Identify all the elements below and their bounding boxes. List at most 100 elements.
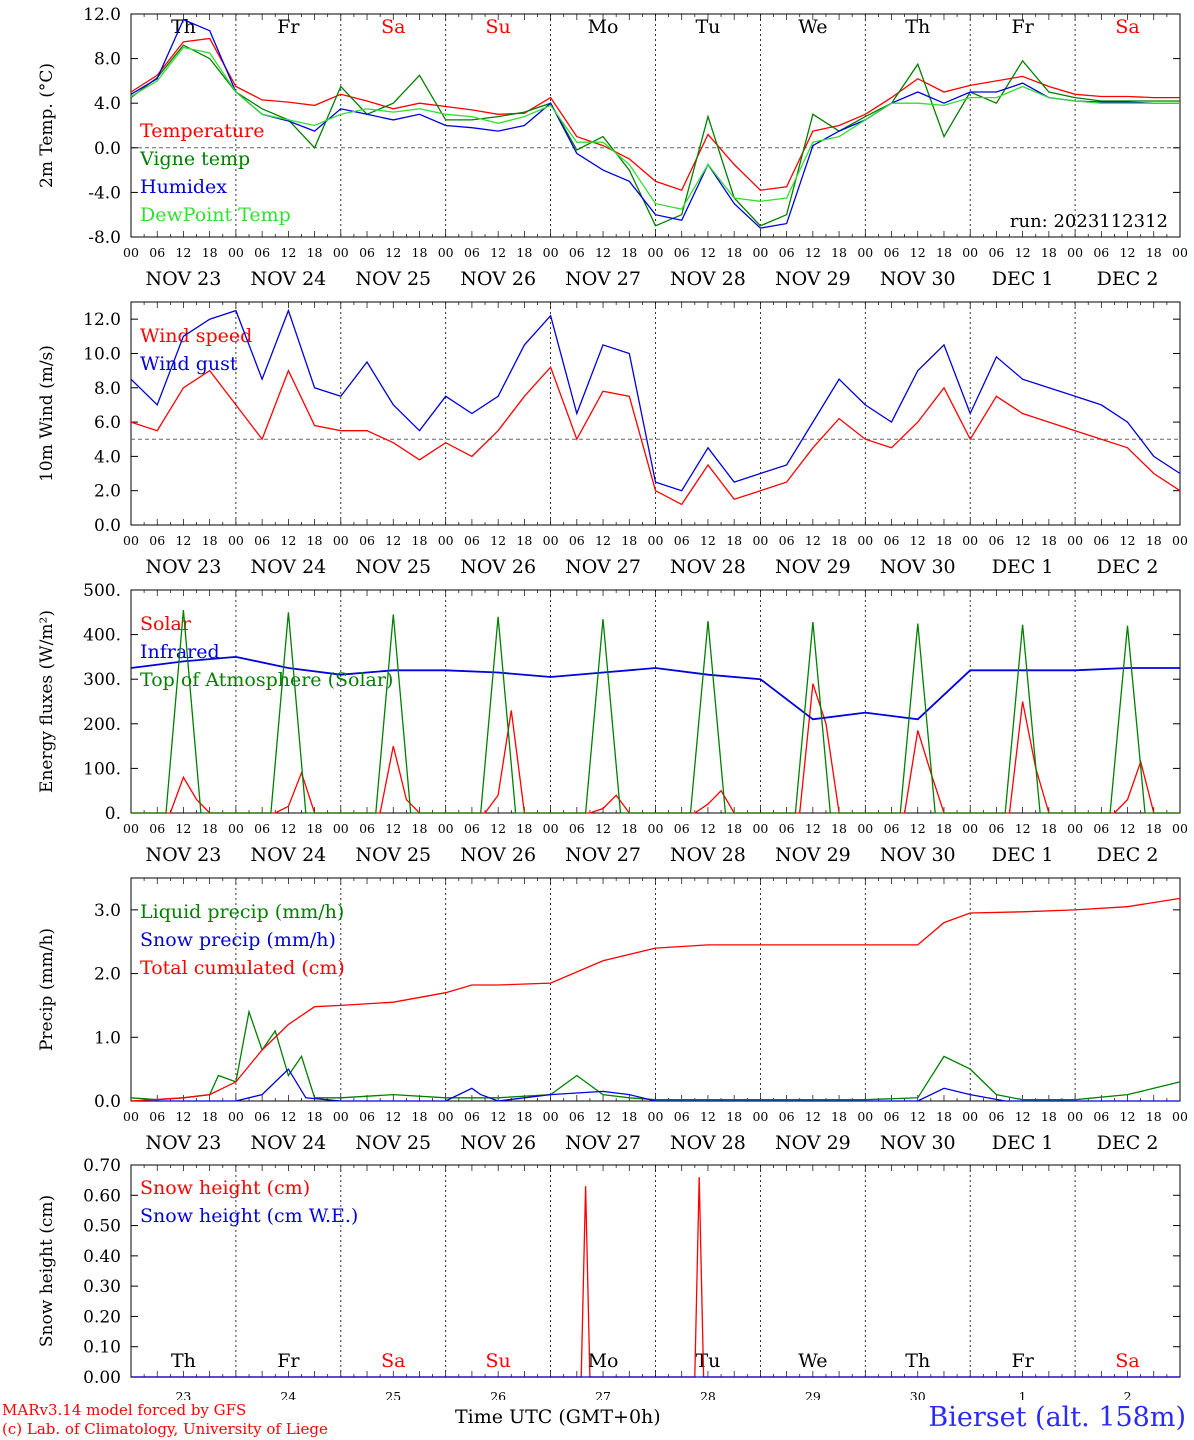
date-label: NOV 24: [250, 1132, 326, 1154]
hour-tick-label: 06: [988, 821, 1004, 836]
y-tick-label: 100.: [83, 759, 121, 779]
hour-tick-label: 12: [175, 533, 191, 548]
hour-tick-label: 18: [202, 245, 218, 260]
hour-tick-label: 12: [1120, 821, 1136, 836]
legend-entry: Wind gust: [140, 353, 238, 375]
y-tick-label: 500.: [83, 581, 121, 601]
date-label: NOV 27: [565, 268, 641, 290]
y-tick-label: 4.0: [94, 447, 121, 467]
series-3-1: [131, 1068, 1180, 1102]
hour-tick-label: 00: [333, 533, 349, 548]
date-label: NOV 30: [880, 844, 956, 866]
hour-tick-label: 00: [123, 245, 139, 260]
date-label: NOV 29: [775, 268, 851, 290]
date-label: NOV 25: [355, 844, 431, 866]
hour-tick-label: 12: [280, 821, 296, 836]
hour-tick-label: 00: [648, 1109, 664, 1124]
hour-tick-label: 00: [1067, 1109, 1083, 1124]
date-label: NOV 24: [250, 556, 326, 578]
hour-tick-label: 12: [1015, 821, 1031, 836]
y-tick-label: 0.00: [83, 1368, 121, 1388]
hour-tick-label: 06: [674, 821, 690, 836]
day-number-label: 29: [805, 1389, 821, 1400]
date-label: DEC 1: [992, 556, 1054, 578]
hour-tick-label: 00: [1067, 821, 1083, 836]
hour-tick-label: 06: [254, 245, 270, 260]
hour-tick-label: 12: [1015, 245, 1031, 260]
hour-tick-label: 12: [490, 1109, 506, 1124]
hour-tick-label: 18: [831, 245, 847, 260]
hour-tick-label: 00: [857, 533, 873, 548]
legend-entry: DewPoint Temp: [140, 204, 291, 226]
hour-tick-label: 06: [359, 533, 375, 548]
hour-tick-label: 12: [910, 821, 926, 836]
hour-tick-label: 06: [674, 245, 690, 260]
hour-tick-label: 12: [385, 1109, 401, 1124]
hour-tick-label: 12: [1120, 1109, 1136, 1124]
hour-tick-label: 18: [621, 1109, 637, 1124]
hour-tick-label: 06: [149, 245, 165, 260]
hour-tick-label: 06: [779, 821, 795, 836]
hour-tick-label: 12: [595, 533, 611, 548]
hour-tick-label: 18: [412, 821, 428, 836]
hour-tick-label: 18: [516, 245, 532, 260]
hour-tick-label: 06: [884, 821, 900, 836]
hour-tick-label: 06: [359, 1109, 375, 1124]
weekday-label: Su: [486, 16, 511, 38]
legend-entry: Liquid precip (mm/h): [140, 901, 344, 923]
y-tick-label: 12.0: [83, 310, 121, 330]
hour-tick-label: 12: [700, 1109, 716, 1124]
hour-tick-label: 12: [280, 245, 296, 260]
weekday-label: Fr: [1012, 1350, 1035, 1372]
hour-tick-label: 18: [202, 1109, 218, 1124]
hour-tick-label: 06: [779, 245, 795, 260]
hour-tick-label: 12: [490, 821, 506, 836]
hour-tick-label: 06: [254, 533, 270, 548]
hour-tick-label: 12: [805, 533, 821, 548]
legend-entry: Solar: [140, 613, 192, 635]
y-tick-label: 0.40: [83, 1247, 121, 1267]
hour-tick-label: 18: [1146, 1109, 1162, 1124]
weekday-label: Fr: [277, 16, 300, 38]
weekday-label: Sa: [381, 1350, 405, 1372]
y-axis-label: 10m Wind (m/s): [37, 345, 57, 482]
date-label: DEC 1: [992, 844, 1054, 866]
hour-tick-label: 00: [752, 1109, 768, 1124]
hour-tick-label: 06: [569, 821, 585, 836]
hour-tick-label: 18: [516, 821, 532, 836]
hour-tick-label: 12: [280, 533, 296, 548]
series-2-1: [130, 655, 1180, 721]
hour-tick-label: 06: [674, 533, 690, 548]
run-label: run: 2023112312: [1010, 211, 1168, 232]
weekday-label: Th: [171, 1350, 196, 1372]
hour-tick-label: 06: [359, 821, 375, 836]
weekday-label: Sa: [1115, 1350, 1139, 1372]
date-label: NOV 27: [565, 844, 641, 866]
hour-tick-label: 00: [543, 245, 559, 260]
hour-tick-label: 06: [674, 1109, 690, 1124]
meteogram: -8.0-4.00.04.08.012.02m Temp. (°C)Th Fr Sa…: [37, 5, 1188, 1400]
series-3-2: [130, 897, 1181, 1102]
hour-tick-label: 06: [464, 245, 480, 260]
hour-tick-label: 18: [936, 245, 952, 260]
hour-tick-label: 00: [543, 533, 559, 548]
day-number-label: 26: [490, 1389, 506, 1400]
date-label: NOV 24: [250, 268, 326, 290]
hour-tick-label: 18: [307, 1109, 323, 1124]
day-number-label: 25: [385, 1389, 401, 1400]
hour-tick-label: 12: [595, 245, 611, 260]
model-credit: MARv3.14 model forced by GFS: [2, 1401, 247, 1419]
hour-tick-label: 18: [202, 821, 218, 836]
day-number-label: 28: [700, 1389, 716, 1400]
station-name: Bierset (alt. 158m): [928, 1402, 1186, 1433]
hour-tick-label: 18: [936, 533, 952, 548]
hour-tick-label: 18: [621, 821, 637, 836]
hour-tick-label: 18: [412, 1109, 428, 1124]
hour-tick-label: 06: [254, 821, 270, 836]
y-axis-label: Precip (mm/h): [37, 928, 57, 1051]
lab-credit: (c) Lab. of Climatology, University of L…: [2, 1420, 328, 1438]
hour-tick-label: 06: [884, 1109, 900, 1124]
hour-tick-label: 12: [175, 245, 191, 260]
weekday-label: We: [798, 1350, 827, 1372]
weekday-label: Mo: [588, 16, 619, 38]
